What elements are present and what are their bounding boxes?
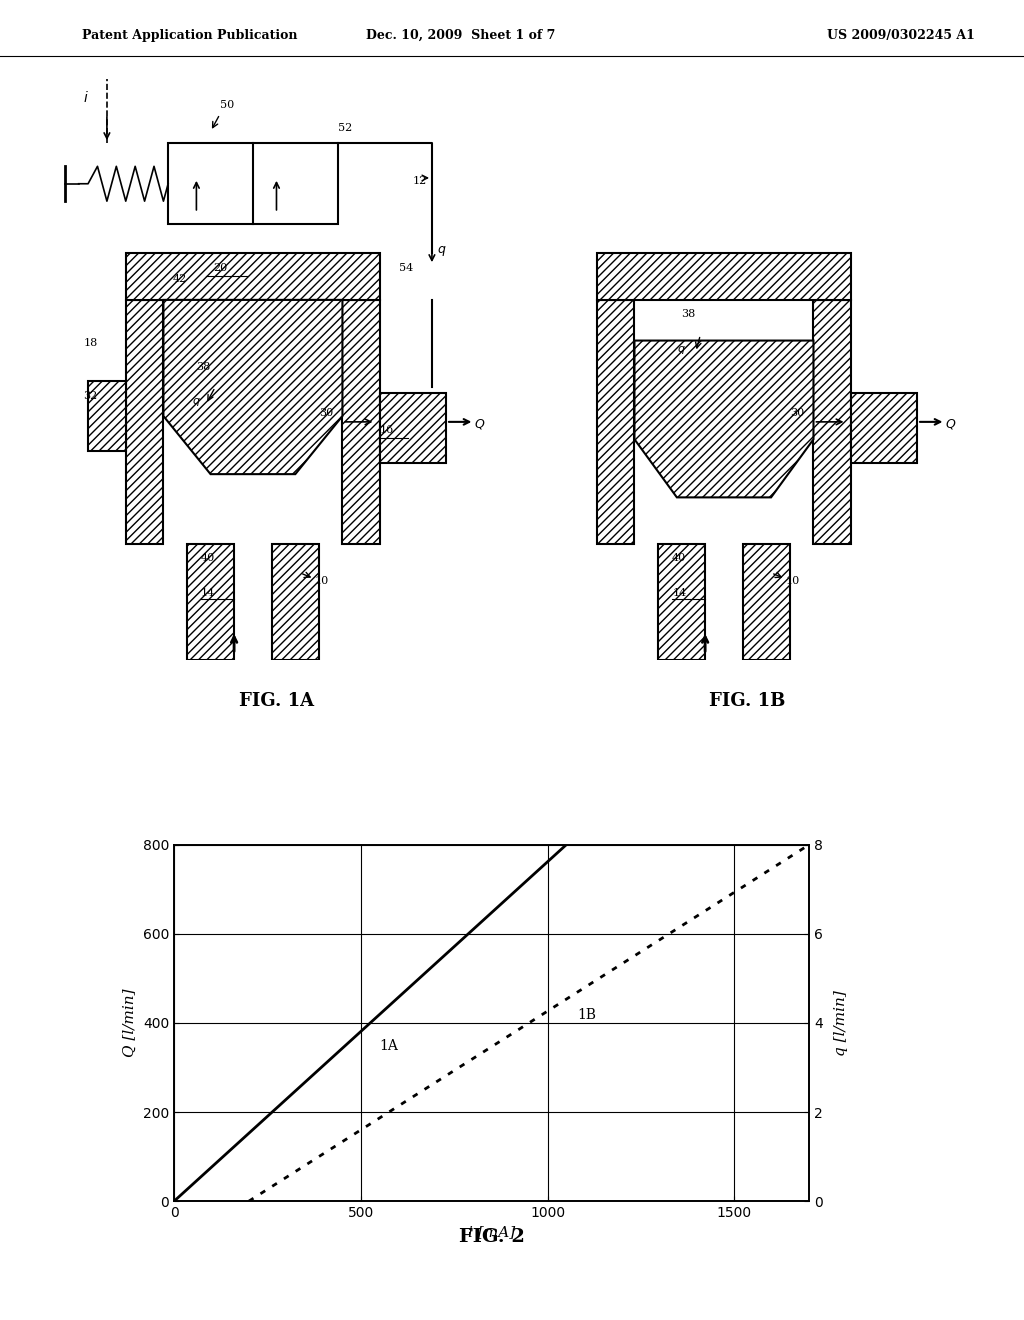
Bar — [742, 544, 790, 660]
Text: FIG. 2: FIG. 2 — [459, 1229, 524, 1246]
Text: 38: 38 — [682, 309, 696, 319]
Text: 50: 50 — [220, 100, 234, 111]
Text: 30: 30 — [318, 408, 333, 418]
Text: 1A: 1A — [380, 1039, 398, 1053]
Text: 18: 18 — [83, 338, 97, 348]
Text: $q$: $q$ — [191, 396, 201, 408]
Bar — [597, 300, 635, 544]
Text: US 2009/0302245 A1: US 2009/0302245 A1 — [827, 29, 975, 42]
Polygon shape — [164, 300, 342, 474]
Bar — [168, 143, 338, 224]
Bar — [813, 300, 851, 544]
Text: $Q$: $Q$ — [474, 417, 485, 432]
Bar — [380, 393, 446, 462]
Text: 10: 10 — [314, 577, 329, 586]
Bar — [187, 544, 234, 660]
Text: 1B: 1B — [578, 1007, 596, 1022]
Bar — [851, 393, 918, 462]
Bar — [342, 300, 380, 544]
Polygon shape — [635, 341, 813, 498]
Text: 54: 54 — [399, 263, 414, 273]
Text: 10: 10 — [785, 577, 800, 586]
Bar — [88, 381, 126, 451]
Y-axis label: Q [l/min]: Q [l/min] — [123, 989, 137, 1057]
Text: 32: 32 — [83, 391, 97, 401]
Text: $q$: $q$ — [677, 345, 685, 356]
Text: $Q$: $Q$ — [945, 417, 956, 432]
Text: 42: 42 — [173, 275, 187, 285]
Bar — [126, 253, 380, 300]
Text: 12: 12 — [413, 176, 427, 186]
Text: 20: 20 — [213, 263, 227, 273]
X-axis label: i [mA]: i [mA] — [468, 1225, 515, 1239]
Y-axis label: q [l/min]: q [l/min] — [834, 990, 848, 1056]
Text: 40: 40 — [201, 553, 215, 564]
Text: 14: 14 — [201, 589, 215, 598]
Bar — [271, 544, 318, 660]
Text: 30: 30 — [790, 408, 804, 418]
Text: $q$: $q$ — [436, 244, 446, 259]
Text: 14: 14 — [672, 589, 686, 598]
Text: $i$: $i$ — [83, 91, 89, 106]
Text: Dec. 10, 2009  Sheet 1 of 7: Dec. 10, 2009 Sheet 1 of 7 — [367, 29, 555, 42]
Text: 40: 40 — [672, 553, 686, 564]
Text: Patent Application Publication: Patent Application Publication — [82, 29, 297, 42]
Bar — [597, 253, 851, 300]
Text: FIG. 1A: FIG. 1A — [239, 693, 314, 710]
Text: 16: 16 — [380, 425, 394, 436]
Bar — [658, 544, 706, 660]
Text: 52: 52 — [338, 124, 352, 133]
Text: 38: 38 — [197, 362, 211, 372]
Bar — [126, 300, 164, 544]
Text: FIG. 1B: FIG. 1B — [710, 693, 785, 710]
